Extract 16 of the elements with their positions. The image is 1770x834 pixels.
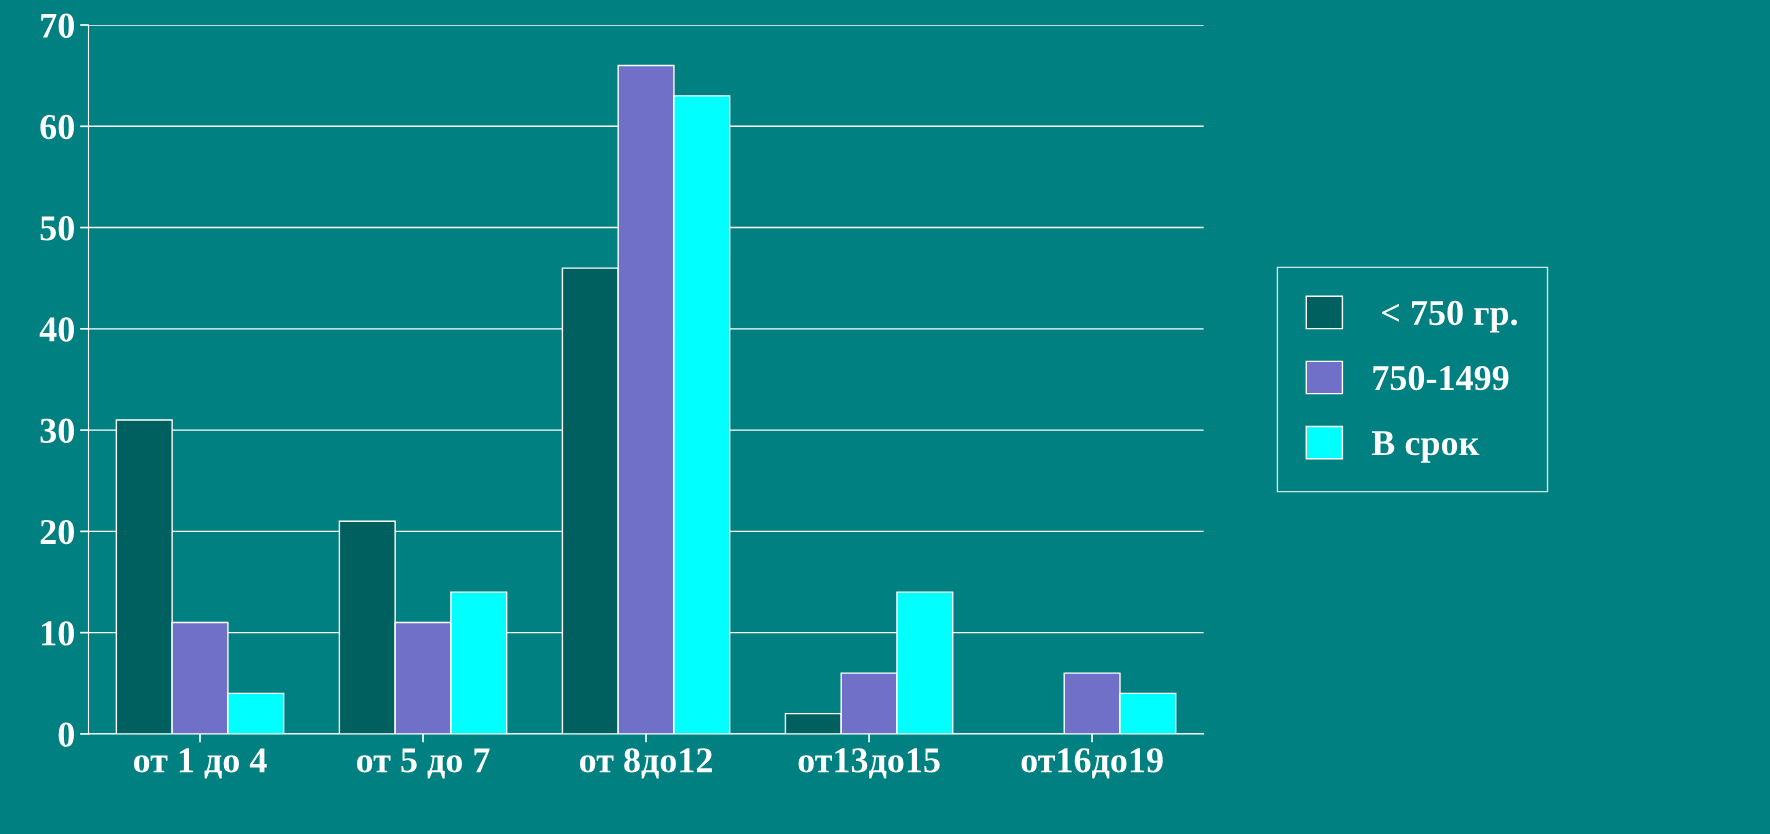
legend-label: 750-1499 xyxy=(1373,365,1509,391)
y-tick-label: 10 xyxy=(42,621,74,646)
y-tick-label: 40 xyxy=(39,317,74,342)
legend-label: < 750 гр. xyxy=(1382,300,1518,333)
x-tick-label: от 8до12 xyxy=(580,748,712,779)
x-tick-label: от 1 до 4 xyxy=(133,748,267,779)
x-tick-label: от16до19 xyxy=(1021,748,1163,779)
y-tick-label: 0 xyxy=(58,722,74,747)
y-tick-label: 20 xyxy=(40,519,74,545)
y-tick-label: 60 xyxy=(40,114,74,140)
x-tick-label: от 5 до 7 xyxy=(357,748,490,779)
x-tick-label: от13до15 xyxy=(798,748,940,779)
legend-label: В срок xyxy=(1371,431,1480,463)
y-tick-label: 50 xyxy=(40,216,74,241)
y-tick-label: 30 xyxy=(40,418,74,443)
y-tick-label: 70 xyxy=(41,13,74,38)
